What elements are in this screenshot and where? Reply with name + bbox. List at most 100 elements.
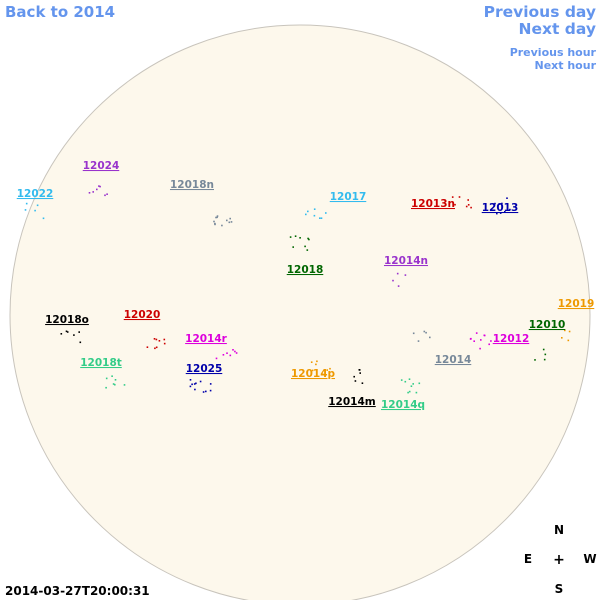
sunspot xyxy=(488,343,490,346)
sunspot xyxy=(467,199,469,201)
sunspot xyxy=(96,188,98,191)
sunspot xyxy=(480,339,482,341)
sunspot xyxy=(163,342,166,345)
region-label[interactable]: 12018n xyxy=(170,179,214,191)
region-label[interactable]: 12010 xyxy=(529,319,566,331)
sunspot xyxy=(496,212,498,215)
region-label[interactable]: 12014m xyxy=(328,396,376,408)
sunspot xyxy=(216,215,219,217)
sunspot xyxy=(25,202,28,205)
sunspot xyxy=(451,196,454,198)
sunspot xyxy=(189,379,192,381)
sunspot xyxy=(353,375,355,378)
next-day-link[interactable]: Next day xyxy=(519,20,596,38)
sunspot xyxy=(412,332,415,335)
sunspot xyxy=(354,380,357,382)
sunspot xyxy=(458,196,461,198)
region-label[interactable]: 12019 xyxy=(558,298,595,310)
sunspot xyxy=(155,338,158,341)
sunspot xyxy=(494,202,496,205)
sunspot xyxy=(99,185,101,188)
sunspot xyxy=(105,377,108,380)
sunspot xyxy=(79,341,82,344)
sunspot xyxy=(418,382,421,385)
sunspot xyxy=(235,352,238,354)
sunspot xyxy=(98,185,100,187)
sunspot xyxy=(417,340,420,342)
sunspot xyxy=(209,389,212,392)
sunspot xyxy=(415,391,418,394)
region-label[interactable]: 12012 xyxy=(493,333,530,345)
sunspot xyxy=(506,197,508,199)
sunspot xyxy=(42,217,45,220)
sunspot xyxy=(359,372,361,374)
region-label[interactable]: 12014r xyxy=(185,333,228,345)
region-label[interactable]: 12018t xyxy=(80,357,122,369)
sunspot xyxy=(325,212,327,214)
sunspot xyxy=(215,357,218,360)
region-label[interactable]: 12018o xyxy=(45,314,89,326)
sunspot xyxy=(146,346,149,348)
compass-north: N xyxy=(554,523,564,537)
sunspot xyxy=(114,383,116,386)
region-label[interactable]: 12013 xyxy=(482,202,519,214)
sunspot xyxy=(564,329,566,332)
timestamp: 2014-03-27T20:00:31 xyxy=(5,584,150,598)
sunspot xyxy=(499,212,502,214)
sunspot xyxy=(329,367,331,370)
sunspot xyxy=(289,236,292,238)
sunspot xyxy=(509,208,511,211)
sunspot xyxy=(425,331,427,334)
sunspot xyxy=(199,380,202,383)
sunspot xyxy=(544,353,547,356)
region-label[interactable]: 12017 xyxy=(330,191,367,203)
sunspot xyxy=(189,385,192,388)
region-label[interactable]: 12014n xyxy=(384,255,428,267)
sunspot xyxy=(470,206,472,209)
previous-day-link[interactable]: Previous day xyxy=(484,3,596,21)
region-label[interactable]: 12024 xyxy=(83,160,120,172)
sunspot xyxy=(114,379,117,381)
sunspot xyxy=(92,191,94,193)
sunspot xyxy=(408,378,411,380)
sunspot xyxy=(104,194,106,197)
sunspot xyxy=(423,330,426,333)
sunspot xyxy=(534,359,536,361)
next-hour-link[interactable]: Next hour xyxy=(535,59,597,72)
region-label[interactable]: 12020 xyxy=(124,309,161,321)
sunspot xyxy=(404,274,407,276)
region-label[interactable]: 12018 xyxy=(287,264,324,276)
sunspot xyxy=(310,361,313,363)
compass-west: W xyxy=(583,552,596,566)
sunspot xyxy=(397,285,400,287)
region-label[interactable]: 12013n xyxy=(411,198,455,210)
sunspot xyxy=(73,334,75,336)
sunspot xyxy=(106,193,108,195)
sunspot xyxy=(313,214,316,217)
sunspot xyxy=(568,330,571,333)
sunspot xyxy=(232,349,234,351)
sunspot xyxy=(65,330,68,333)
region-label[interactable]: 12014q xyxy=(381,399,425,411)
sunspot xyxy=(306,249,309,251)
sunspot xyxy=(215,216,217,219)
sunspot xyxy=(230,221,233,223)
sunspot xyxy=(112,383,115,385)
region-label[interactable]: 12014p xyxy=(291,368,336,380)
sunspot xyxy=(304,245,306,248)
compass-south: S xyxy=(555,582,564,596)
sunspot xyxy=(234,350,236,353)
region-label[interactable]: 12025 xyxy=(186,363,223,375)
region-label[interactable]: 12022 xyxy=(17,188,54,200)
sunspot xyxy=(195,382,197,385)
sunspot xyxy=(320,217,323,219)
back-link[interactable]: Back to 2014 xyxy=(5,3,115,21)
sunspot xyxy=(205,390,207,393)
sunspot xyxy=(542,348,545,351)
sunspot xyxy=(66,331,69,333)
sunspot xyxy=(105,386,107,389)
sunspot xyxy=(292,246,294,248)
sunspot xyxy=(229,217,231,220)
region-label[interactable]: 12014 xyxy=(435,354,472,366)
previous-hour-link[interactable]: Previous hour xyxy=(510,46,597,59)
